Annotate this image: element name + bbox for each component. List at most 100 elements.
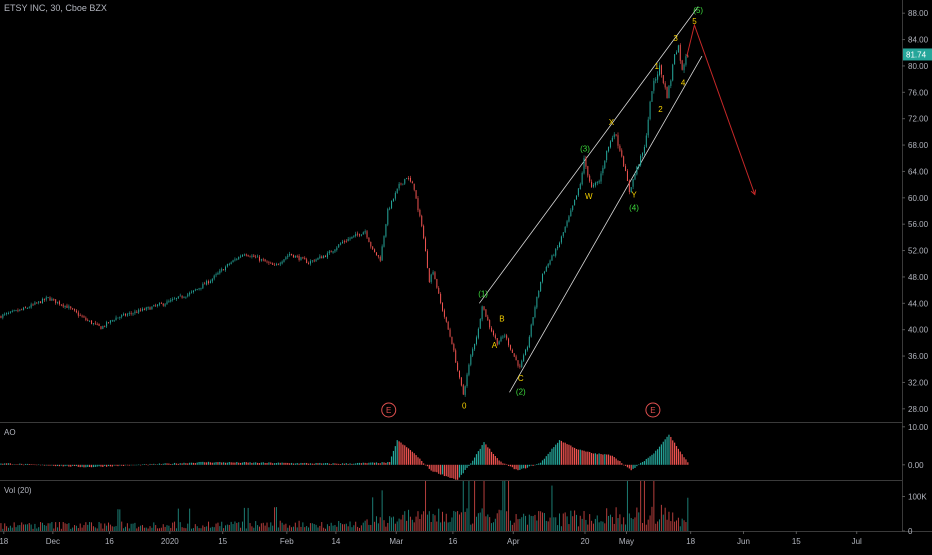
candle-body [208, 281, 210, 284]
candle-body [55, 299, 57, 303]
ao-bar [560, 440, 562, 465]
candle-body [275, 263, 277, 265]
volume-bar [500, 510, 502, 531]
date-tick-label: 16 [448, 537, 457, 546]
ao-bar [428, 464, 430, 469]
volume-bar [385, 526, 387, 531]
volume-bar [28, 523, 30, 531]
candle-body [175, 297, 177, 300]
candle-body [126, 314, 128, 316]
volume-bar [89, 522, 91, 531]
ao-bar [641, 461, 644, 465]
volume-bar [202, 525, 204, 531]
candle-body [462, 385, 464, 395]
volume-bar [228, 524, 230, 531]
ao-bar [490, 451, 493, 465]
volume-bar [53, 528, 55, 531]
volume-bar [643, 481, 645, 531]
candle-body [455, 350, 457, 363]
ao-bar [462, 464, 464, 474]
candle-body [75, 310, 77, 313]
volume-bar [266, 522, 268, 531]
ao-bar [545, 456, 547, 465]
candle-body [630, 187, 632, 193]
volume-bar [402, 514, 404, 531]
candle-body [357, 233, 359, 235]
ao-bar [494, 456, 496, 465]
candle-body [304, 257, 306, 260]
volume-bar [400, 519, 402, 531]
ao-bar [111, 464, 113, 467]
candle-body [521, 361, 523, 367]
ao-bar [509, 464, 512, 467]
volume-bar [398, 518, 400, 531]
ao-bar [377, 463, 379, 465]
volume-bar [41, 522, 43, 531]
wave-label: (1) [478, 289, 488, 298]
ao-bar [421, 460, 423, 465]
candle-body [225, 266, 226, 271]
volume-bar [221, 521, 223, 531]
volume-bar [549, 517, 551, 531]
volume-bar [117, 509, 119, 531]
volume-bar [511, 524, 513, 531]
candle-body [321, 256, 323, 259]
volume-bar [166, 525, 168, 531]
volume-bar [83, 525, 85, 531]
candle-body [332, 251, 334, 253]
volume-bar [506, 511, 508, 531]
candle-body [347, 239, 349, 242]
ao-bar [155, 464, 157, 465]
candle-body [457, 362, 459, 371]
ao-bar [502, 463, 504, 465]
volume-bar [260, 523, 262, 531]
ao-bar [485, 444, 487, 465]
candle-body [213, 275, 215, 279]
candle-body [442, 302, 444, 311]
last-price-badge [903, 48, 932, 61]
ao-bar [619, 461, 621, 465]
volume-bar [164, 526, 166, 531]
candle-body [560, 236, 562, 243]
volume-bar [323, 527, 325, 531]
volume-bar [298, 520, 300, 531]
candle-body [491, 327, 493, 332]
candle-body [158, 303, 160, 305]
volume-bar [494, 518, 496, 531]
candle-body [268, 262, 270, 264]
date-tick-label: Jul [852, 537, 862, 546]
ao-pane [0, 434, 689, 480]
ao-bar [81, 464, 83, 467]
volume-bar [358, 527, 360, 531]
volume-bar [213, 527, 215, 531]
volume-bar [662, 514, 664, 531]
candle-body [2, 314, 4, 318]
ao-bar [245, 462, 247, 465]
volume-bar [241, 521, 243, 531]
candle-body [526, 347, 528, 350]
ao-bar [4, 463, 6, 465]
volume-bar [455, 511, 457, 531]
volume-bar [655, 523, 657, 531]
candle-body [570, 210, 572, 217]
volume-bar [387, 522, 389, 531]
volume-bar [255, 521, 257, 531]
ao-bar [202, 461, 204, 465]
volume-bar [140, 525, 142, 531]
candle-body [45, 297, 47, 300]
ao-bar [121, 464, 123, 466]
volume-bar [198, 528, 200, 531]
ao-bar [492, 453, 495, 465]
volume-bar [175, 528, 177, 531]
ao-bar [85, 464, 87, 468]
candle-body [311, 260, 313, 262]
volume-bar [562, 513, 564, 531]
candle-body [209, 281, 211, 283]
ao-bar [138, 464, 140, 466]
ao-bar [221, 462, 223, 465]
volume-bar [428, 511, 430, 531]
volume-bar [672, 512, 674, 531]
ao-bar [300, 462, 302, 465]
ao-bar [13, 464, 15, 465]
candle-body [108, 322, 110, 324]
